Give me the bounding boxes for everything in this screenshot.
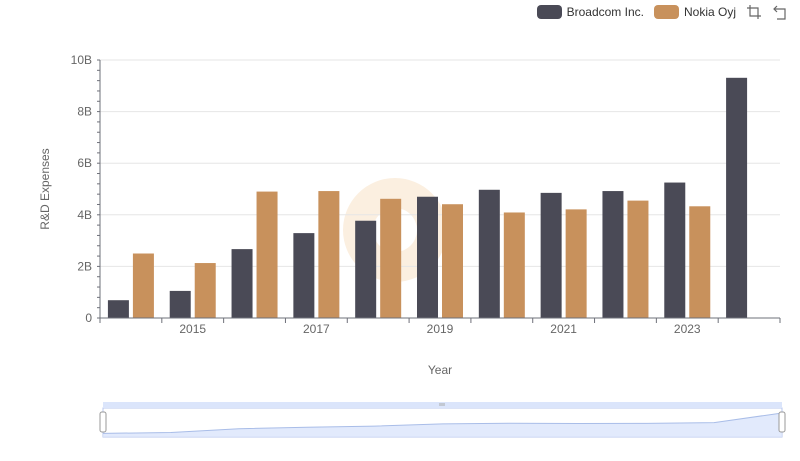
bar-broadcom-2019 [417,196,438,318]
bar-nokia-2019 [442,204,463,318]
bar-nokia-2017 [318,191,340,318]
bar-broadcom-2020 [478,189,500,318]
legend-label-nokia: Nokia Oyj [683,5,736,19]
zoom-select-icon[interactable] [746,4,762,20]
bar-nokia-2020 [503,212,525,318]
bar-broadcom-2021 [540,192,562,318]
legend-item-nokia[interactable]: Nokia Oyj [653,5,736,19]
bar-broadcom-2024 [726,77,748,318]
x-tick-label: 2021 [550,322,577,336]
y-tick-label: 0 [85,311,92,325]
axes: 0 2B 4B 6B 8B 10B 2015 2017 2019 2021 2023 [71,53,781,336]
bar-broadcom-2015 [169,290,191,318]
y-tick-label: 10B [71,53,92,67]
y-axis-title: R&D Expenses [38,148,52,229]
zoom-reset-icon[interactable] [772,4,788,20]
legend-swatch-broadcom [536,5,562,19]
zoom-handle-right [778,411,786,433]
legend-swatch-nokia [653,5,679,19]
data-zoom-slider[interactable] [99,402,786,438]
bar-nokia-2014 [132,253,154,318]
legend-label-broadcom: Broadcom Inc. [566,5,644,19]
x-tick-label: 2017 [303,322,330,336]
zoom-line [102,412,783,434]
bar-nokia-2018 [380,198,402,318]
y-tick-label: 6B [77,156,92,170]
zoom-area [103,413,782,437]
bar-nokia-2015 [194,263,216,318]
zoom-handle-left [99,411,107,433]
bar-broadcom-2018 [355,220,377,318]
y-tick-label: 8B [77,105,92,119]
legend-item-broadcom[interactable]: Broadcom Inc. [536,5,644,19]
y-tick-label: 4B [77,208,92,222]
bar-nokia-2021 [565,209,587,318]
bar-broadcom-2017 [293,233,315,318]
y-tick-label: 2B [77,259,92,273]
x-axis-title: Year [428,363,452,377]
bar-broadcom-2023 [664,182,686,318]
bar-broadcom-2014 [107,300,129,318]
legend: Broadcom Inc. Nokia Oyj [536,4,788,20]
bar-broadcom-2022 [602,191,624,318]
bar-nokia-2016 [256,191,278,318]
x-tick-label: 2019 [427,322,454,336]
x-tick-label: 2023 [674,322,701,336]
bars-group [107,77,748,318]
x-tick-label: 2015 [179,322,206,336]
bar-nokia-2023 [689,206,711,318]
bar-nokia-2022 [627,200,649,318]
bar-broadcom-2016 [231,249,253,318]
